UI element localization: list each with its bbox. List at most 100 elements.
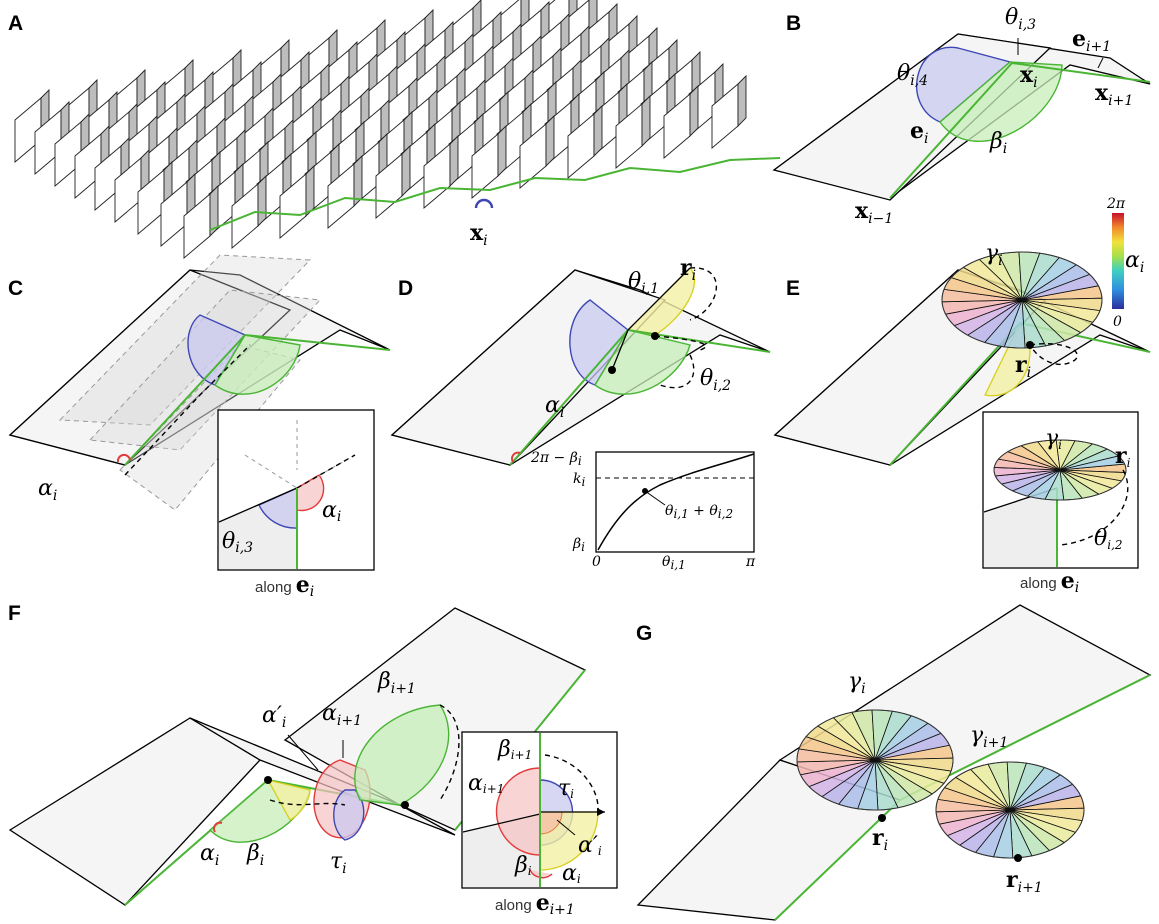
arrow-e-i-plus-1 [1097,57,1104,69]
panel-letter-b: B [786,12,801,35]
disc-rim [993,439,1127,501]
panel-letter-e: E [786,277,800,300]
panel-a: A xi [8,0,781,259]
edge-e-green [889,322,1021,466]
label-theta-i2: θi,2 [700,366,731,394]
plot-d-xmid: θi,1 [662,554,686,572]
inset-c-alpha-sector [296,474,325,512]
yellow-sector-f [266,779,311,821]
edge-c-i [124,334,246,466]
inset-c-label-alpha: αi [322,498,341,525]
point-f-1 [264,776,272,784]
disc-rim [941,251,1103,349]
beta-sector-c [214,334,301,395]
arrow-alpha-prime [287,734,319,771]
edge-d-i-plus-1 [627,329,771,353]
caption-f: along ei+1 [495,890,575,918]
label-e-i-b: ei [910,118,928,147]
r-i-vector [627,267,691,331]
label-gamma-g: γi [848,669,866,697]
dashed-loop-e [1029,343,1078,365]
corrugation-side [545,114,555,168]
plot-d-curve-pointer [644,490,666,506]
inset-e-sheet [984,488,1057,567]
beta-sector-d [594,329,691,395]
panel-c: C αi αi θi,3 along ei [8,254,391,600]
panel-letter-a: A [8,12,23,35]
inset-c-dash [296,454,356,489]
plot-d-curve [597,453,755,551]
label-alpha-prime-f: α′i [262,703,286,731]
inset-f-beta-next: βi+1 [497,737,532,762]
alpha-arc-c [116,453,131,463]
plot-d-ytop: 2π − βi [530,450,582,468]
inset-f-alpha-label: αi [562,861,581,886]
inset-f-alpha-next-label: αi+1 [468,771,504,796]
plot-d-point [642,488,648,494]
panel-b: B θi,3 ei+1 θi,4 xi xi+1 ei βi xi−1 [772,5,1151,227]
inset-e-dashed [1059,469,1129,546]
dashed-trajectory-d [654,267,718,389]
panel-g: G γi γi+1 ri ri+1 [636,604,1152,921]
corrugation-side [209,184,219,238]
label-beta-f: βi [246,841,264,869]
projection-line-d [611,329,629,371]
caption-e: along ei [1020,568,1079,596]
corrugated-sheet [14,0,781,259]
corrugation-side [593,104,603,158]
vertex-angle-arc [474,198,494,209]
label-tau-f: τi [330,849,347,877]
label-r-i-plus-1-g: ri+1 [1006,867,1043,896]
plot-d-curve-label: θi,1 + θi,2 [665,503,733,521]
edge-d-i [509,329,629,466]
inset-f-alpha-prime-label: α′i [578,833,602,858]
sheet-c-front [8,269,292,466]
label-r-i-e: ri [1015,352,1031,381]
label-x-i-b: xi [1020,62,1038,91]
label-alpha-c: αi [38,476,57,504]
point-f-2 [401,801,409,809]
colorbar-label: αi [1125,248,1144,276]
alpha-arc-d [510,451,521,463]
point-d-1 [608,366,616,374]
plot-d-x0: 0 [592,554,601,570]
inset-c-label-theta: θi,3 [222,529,253,556]
panel-e: E γi ri 2π 0 αi γi ri θi,2 along ei [773,196,1151,596]
corrugation-side [401,144,411,198]
inset-f-arrowhead [597,808,605,816]
inset-c-guide-2 [244,454,298,489]
alpha-arc-f [212,821,223,833]
inset-f-alpha-next [495,767,541,856]
r-i-point-g [878,814,886,822]
edge-e-i [889,62,1013,199]
colorbar-top: 2π [1106,196,1126,212]
dashed-f [269,704,460,806]
panel-letter-d: D [398,277,413,300]
plot-d-k: ki [573,471,585,489]
inset-f-beta-label: βi [514,853,532,878]
panel-d: D θi,1 ri θi,2 αi 2π − βi ki βi 0 θi,1 π… [390,255,771,572]
corrugation-side [497,124,507,178]
label-alpha-d: αi [545,393,564,421]
plot-d-xmax: π [745,554,756,570]
inset-e-label-r: ri [1115,443,1131,470]
label-theta-i3: θi,3 [1005,5,1036,33]
r-i-plus-1-point-g [1014,854,1022,862]
edge-c-i-plus-1 [244,334,391,351]
corrugation-side [641,94,651,148]
corrugation-side [689,84,699,138]
label-e-i-plus-1: ei+1 [1072,26,1111,55]
colorbar-bottom: 0 [1113,314,1122,330]
label-theta-i4: θi,4 [897,61,928,89]
disc-rim [796,709,954,811]
edge-e-i-plus-1 [1011,62,1151,83]
inset-f-sheet-edge [462,813,541,833]
corrugation-side [257,174,267,228]
cutting-plane-1 [58,254,312,426]
label-alpha-f: αi [200,841,219,869]
label-gamma-next-g: γi+1 [970,723,1008,751]
label-beta-next-f: βi+1 [377,669,416,697]
label-r-i-d: ri [680,255,696,284]
corrugation-side [305,164,315,218]
